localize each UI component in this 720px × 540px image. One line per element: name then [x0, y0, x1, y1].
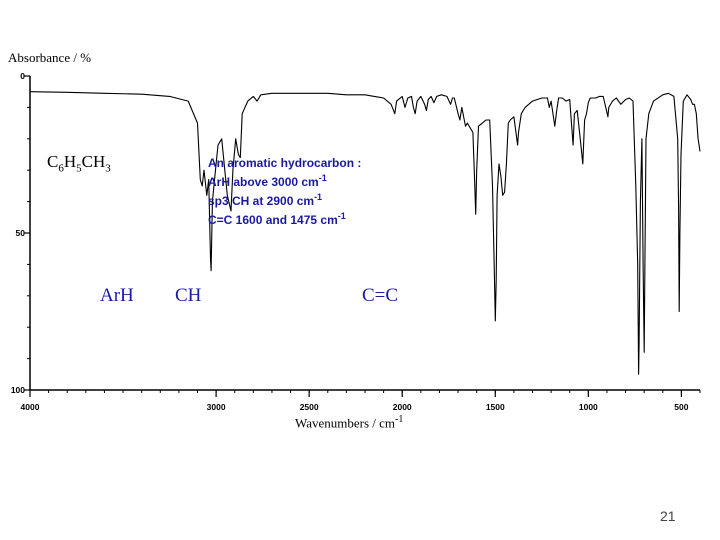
- annotation-exponent: -1: [318, 173, 327, 183]
- compound-formula: C6H5CH3: [47, 152, 111, 174]
- formula-part: H: [63, 152, 77, 171]
- y-tick-label: 50: [16, 228, 26, 238]
- chart-ticks: 4000 3000 2500 2000 1500 1000 500 0 50 100: [11, 71, 701, 412]
- region-label-arh: ArH: [100, 285, 134, 306]
- annotation-line: An aromatic hydrocarbon :: [208, 156, 361, 171]
- annotation-exponent: -1: [314, 192, 323, 202]
- formula-subscript: 3: [105, 162, 111, 175]
- x-tick-label: 3000: [207, 402, 226, 412]
- annotation-text: C=C 1600 and 1475 cm: [208, 213, 338, 227]
- y-axis-title: Absorbance / %: [8, 50, 92, 65]
- region-label-cc: C=C: [362, 285, 399, 306]
- x-axis-title-text: Wavenumbers / cm: [295, 415, 396, 431]
- formula-part: C: [47, 152, 59, 171]
- annotation-exponent: -1: [337, 211, 346, 221]
- annotation-box: An aromatic hydrocarbon : ArH above 3000…: [208, 156, 361, 228]
- x-axis-title-exponent: -1: [395, 414, 404, 425]
- y-tick-label: 100: [11, 385, 25, 395]
- page-number: 21: [660, 508, 676, 524]
- x-tick-label: 2000: [393, 402, 412, 412]
- chart-axes: [29, 76, 700, 391]
- annotation-text: ArH above 3000 cm: [208, 175, 319, 189]
- region-label-ch: CH: [175, 285, 202, 306]
- y-tick-label: 0: [20, 71, 25, 81]
- annotation-line: C=C 1600 and 1475 cm-1: [208, 209, 361, 228]
- spectrum-trace: [29, 91, 701, 375]
- x-tick-label: 2500: [300, 402, 319, 412]
- annotation-line: sp3 CH at 2900 cm-1: [208, 190, 361, 209]
- annotation-line: ArH above 3000 cm-1: [208, 171, 361, 190]
- x-tick-label: 500: [674, 402, 688, 412]
- x-tick-label: 1500: [486, 402, 505, 412]
- spectrum-series: [29, 91, 701, 375]
- x-tick-label: 4000: [21, 402, 40, 412]
- annotation-text: An aromatic hydrocarbon :: [208, 156, 362, 170]
- formula-subscript: 5: [76, 162, 82, 175]
- x-tick-label: 1000: [579, 402, 598, 412]
- x-axis-title: Wavenumbers / cm-1: [295, 414, 403, 431]
- formula-subscript: 6: [58, 162, 64, 175]
- formula-part: CH: [81, 152, 106, 171]
- annotation-text: sp3 CH at 2900 cm: [208, 194, 315, 208]
